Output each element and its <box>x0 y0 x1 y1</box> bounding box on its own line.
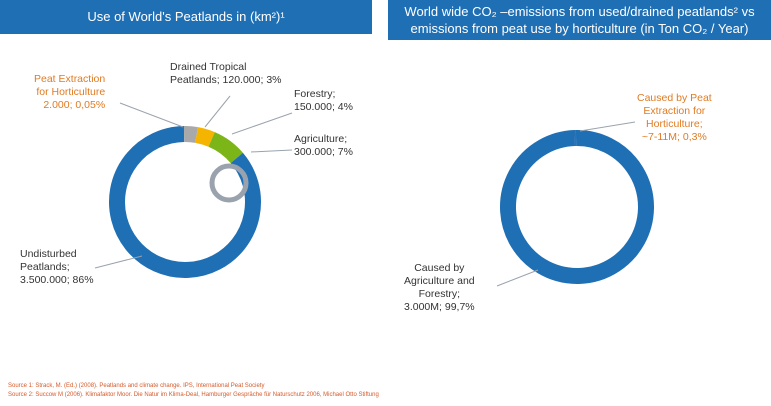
peatland-use-title-text: Use of World's Peatlands in (km²)¹ <box>87 9 285 24</box>
label-undisturbed-line-1: Undisturbed <box>20 248 77 260</box>
slice-drained-tropical <box>183 126 198 143</box>
leader-peat-extraction <box>119 102 184 128</box>
peatland-use-title: Use of World's Peatlands in (km²)¹ <box>0 0 372 34</box>
slice-forestry <box>195 127 215 147</box>
label-agriculture-line-1: Agriculture; <box>294 133 348 145</box>
label-caused-agri-line-2: Agriculture and <box>404 275 475 287</box>
label-peat-extraction-line-3: 2.000; 0,05% <box>43 99 106 111</box>
label-caused-agri-line-1: Caused by <box>414 262 465 274</box>
label-caused-by-agri-forestry: Caused by Agriculture and Forestry; 3.00… <box>404 262 475 314</box>
label-undisturbed-line-2: Peatlands; <box>20 261 70 273</box>
emissions-title-line-1: World wide CO₂ –emissions from used/drai… <box>404 4 755 19</box>
label-caused-peat-line-4: ~7-11M; 0,3% <box>641 131 707 143</box>
emissions-title: World wide CO₂ –emissions from used/drai… <box>388 0 771 40</box>
label-forestry-line-2: 150.000; 4% <box>294 101 353 113</box>
label-agriculture-line-2: 300.000; 7% <box>294 146 353 158</box>
peatland-use-panel: Use of World's Peatlands in (km²)¹ <box>0 0 372 34</box>
label-caused-peat-line-2: Extraction for <box>643 105 706 117</box>
source-2: Source 2: Succow M (2006). Klimafaktor M… <box>8 392 379 398</box>
leader-caused-agri <box>496 269 539 287</box>
source-1: Source 1: Strack, M. (Ed.) (2008). Peatl… <box>8 383 265 389</box>
slice-agriculture <box>208 132 243 164</box>
inner-highlight-ring <box>209 163 249 203</box>
label-caused-agri-line-4: 3.000M; 99,7% <box>404 301 475 313</box>
label-caused-agri-line-3: Forestry; <box>418 288 461 300</box>
label-peat-extraction-line-1: Peat Extraction <box>34 73 106 85</box>
label-drained-tropical: Drained Tropical Peatlands; 120.000; 3% <box>170 61 282 87</box>
label-peat-extraction-line-2: for Horticulture <box>36 86 106 98</box>
emissions-title-line-2: emissions from peat use by horticulture … <box>410 21 749 36</box>
peatland-use-donut <box>109 126 261 278</box>
leader-lines <box>94 95 636 287</box>
leader-undisturbed <box>94 255 143 269</box>
label-caused-by-peat-extraction: Caused by Peat Extraction for Horticultu… <box>637 92 712 144</box>
leader-drained <box>204 95 231 128</box>
label-agriculture: Agriculture; 300.000; 7% <box>294 133 353 159</box>
emissions-donut <box>500 130 654 284</box>
label-drained-tropical-line-2: Peatlands; 120.000; 3% <box>170 74 282 86</box>
label-peat-extraction: Peat Extraction for Horticulture 2.000; … <box>34 73 105 112</box>
label-caused-peat-line-1: Caused by Peat <box>637 92 712 104</box>
label-undisturbed: Undisturbed Peatlands; 3.500.000; 86% <box>20 248 94 287</box>
donut-charts-svg <box>94 95 654 287</box>
slice-undisturbed <box>109 126 261 278</box>
leader-forestry <box>231 112 293 135</box>
label-caused-peat-line-3: Horticulture; <box>646 118 703 130</box>
leader-agriculture <box>250 149 293 153</box>
label-drained-tropical-line-1: Drained Tropical <box>170 61 247 73</box>
label-undisturbed-line-3: 3.500.000; 86% <box>20 274 94 286</box>
label-forestry: Forestry; 150.000; 4% <box>294 88 353 114</box>
leader-caused-peat <box>579 121 636 132</box>
label-forestry-line-1: Forestry; <box>294 88 336 100</box>
slice-caused-agri-forestry <box>500 130 654 284</box>
emissions-panel: World wide CO₂ –emissions from used/drai… <box>388 0 771 40</box>
sources-footnote: Source 1: Strack, M. (Ed.) (2008). Peatl… <box>8 382 379 400</box>
